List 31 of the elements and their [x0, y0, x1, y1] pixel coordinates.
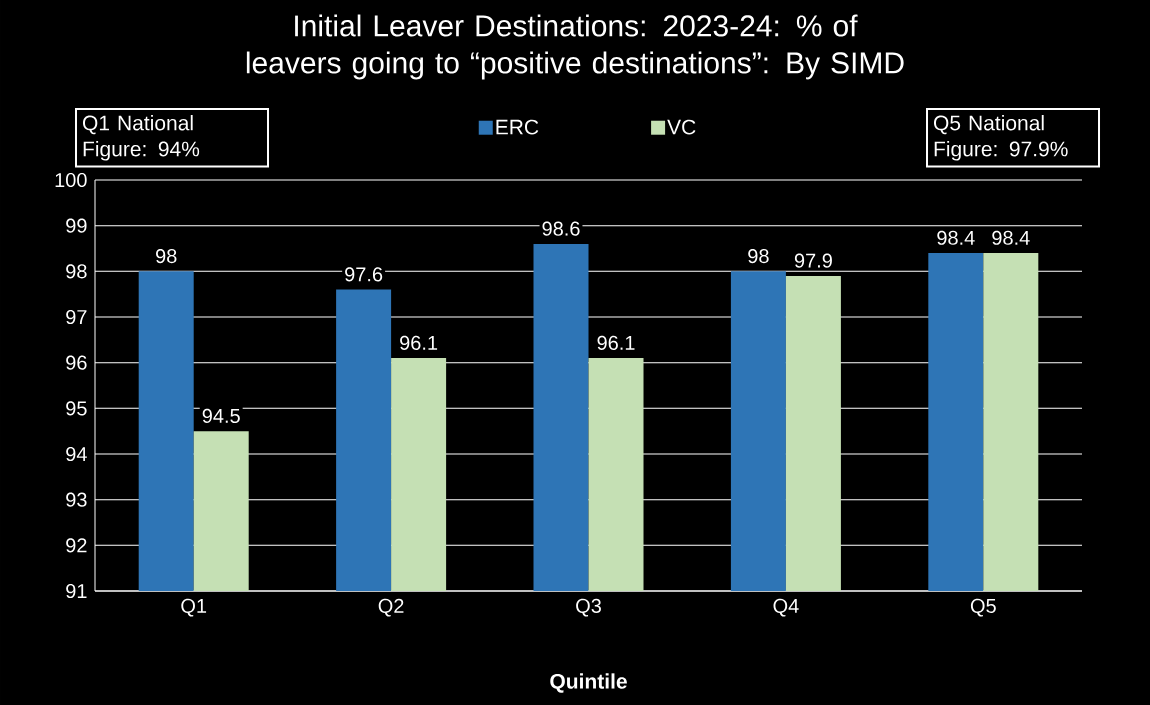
y-tick-label: 97: [66, 309, 87, 325]
data-label: 94.5: [202, 408, 240, 423]
data-label: 96.1: [597, 335, 635, 350]
y-tick-label: 98: [66, 264, 87, 279]
x-tick-label: Q4: [773, 598, 799, 617]
y-tick-label: 92: [66, 538, 87, 553]
y-tick-label: 93: [66, 492, 87, 507]
data-label: 98: [156, 248, 177, 264]
x-tick-label: Q2: [378, 598, 404, 617]
x-axis-title: Quintile: [550, 673, 627, 693]
data-label: 98.4: [937, 230, 975, 245]
legend-label: ERC: [496, 119, 539, 135]
y-tick-label: 95: [66, 401, 87, 416]
data-label: 97.6: [345, 267, 383, 282]
legend-label: VC: [667, 119, 696, 135]
y-tick-label: 100: [55, 172, 87, 188]
data-label: 98.4: [992, 230, 1030, 245]
x-tick-label: Q5: [970, 598, 996, 617]
text: Q1 National Figure: 94%: [82, 115, 200, 161]
y-tick-label: 96: [66, 355, 87, 370]
data-label: 98.6: [542, 221, 580, 236]
data-label: 98: [748, 248, 769, 264]
x-tick-label: Q1: [181, 598, 207, 617]
y-tick-label: 94: [66, 446, 87, 462]
y-tick-label: 91: [66, 583, 87, 599]
chart-title: Initial Leaver Destinations: 2023-24: % of leavers going to “positive destinations”: By SIMD: [246, 14, 904, 80]
data-label: 97.9: [794, 253, 832, 268]
x-tick-label: Q3: [576, 598, 601, 617]
y-tick-label: 99: [66, 218, 87, 233]
text: Q5 National Figure: 97.9%: [934, 115, 1068, 161]
data-label: 96.1: [400, 335, 438, 350]
